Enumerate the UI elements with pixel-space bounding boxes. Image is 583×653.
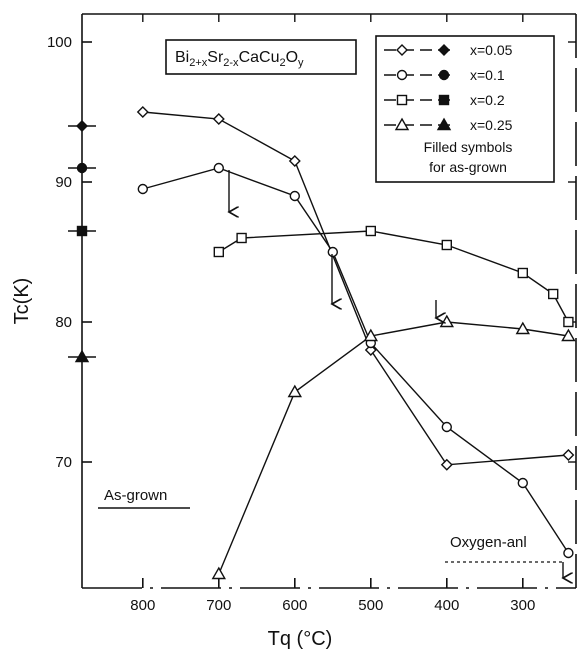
legend-note-line-1: Filled symbols [424,139,513,155]
data-point [136,106,149,118]
data-point [440,458,453,471]
x-tick-label: 300 [510,597,535,614]
annotation-arrows [229,170,436,318]
legend-label: x=0.1 [470,67,505,83]
x-tick-label: 500 [358,597,383,614]
data-point [213,162,225,174]
oxygen-anl-label: Oxygen-anl [450,534,527,551]
data-point [441,421,452,433]
series-line-1 [142,167,569,554]
data-point [562,449,575,461]
data-point [363,328,379,342]
legend-open-marker [396,94,408,106]
chart-title: Bi2+xSr2-xCaCu2Oy [175,49,304,69]
legend-filled-marker [438,44,450,56]
title-part: O [286,49,298,66]
as-grown-label: As-grown [104,487,167,504]
y-tick-label: 100 [47,34,72,51]
y-tick-label: 90 [55,174,72,191]
title-box-frame [165,39,357,75]
legend-open-marker [394,117,410,131]
data-point [439,314,455,328]
y-axis-ticks: 70 80 90 100 [47,34,576,471]
data-point [517,477,528,489]
x-tick-label: 600 [282,597,307,614]
title-part: 2+x [189,57,208,69]
legend: x=0.05 x=0.1 x=0.2 x=0.25 Filled symbols fo… [375,35,555,183]
title-part: y [298,57,304,69]
legend-label: x=0.25 [470,117,513,133]
data-point [211,566,227,580]
legend-box [375,35,555,183]
data-point [365,225,376,237]
legend-filled-marker [438,94,450,106]
plot-frame [81,13,577,589]
data-point [441,239,452,251]
legend-open-marker [396,69,408,81]
data-point [517,267,528,279]
legend-note-line-2: for as-grown [429,159,507,175]
x-axis-ticks: 800 700 600 500 400 300 [130,14,535,614]
legend-open-marker [396,44,408,56]
legend-label: x=0.2 [470,92,505,108]
data-point [212,113,225,125]
series-line-3 [218,321,569,575]
title-box: Bi2+xSr2-xCaCu2Oy [165,39,357,75]
oxygen-anl-note: Oxygen-anl [445,534,563,578]
data-point [288,155,301,167]
data-point [327,246,338,258]
legend-filled-marker [436,117,452,131]
as-grown-point [76,162,88,174]
as-grown-point [76,120,88,132]
y-axis-label: Tc(K) [11,278,33,325]
data-point [563,547,574,559]
data-point [137,183,149,195]
data-point [548,288,559,300]
data-point [287,384,303,398]
x-tick-label: 700 [206,597,231,614]
as-grown-point [74,349,90,363]
legend-label: x=0.05 [470,42,513,58]
legend-rows: x=0.05 x=0.1 x=0.2 x=0.25 [384,42,513,133]
data-point [561,328,576,342]
y-tick-label: 80 [55,314,72,331]
legend-filled-marker [438,69,450,81]
x-axis-label: Tq (°C) [268,628,333,650]
y-tick-label: 70 [55,454,72,471]
title-part: Bi [175,49,189,66]
series-layer [136,106,576,580]
title-part: CaCu [239,49,280,66]
as-grown-note: As-grown [98,487,190,509]
series-line-2 [218,230,570,323]
as-grown-points [68,120,96,363]
data-point [213,246,225,258]
data-point [563,316,574,328]
data-point [515,321,531,335]
title-part: 2 [279,57,285,69]
x-tick-label: 800 [130,597,155,614]
x-tick-label: 400 [434,597,459,614]
data-point [289,190,300,202]
as-grown-point [76,225,88,237]
data-point [236,232,247,244]
title-part: Sr [207,49,224,66]
title-part: 2-x [223,57,239,69]
